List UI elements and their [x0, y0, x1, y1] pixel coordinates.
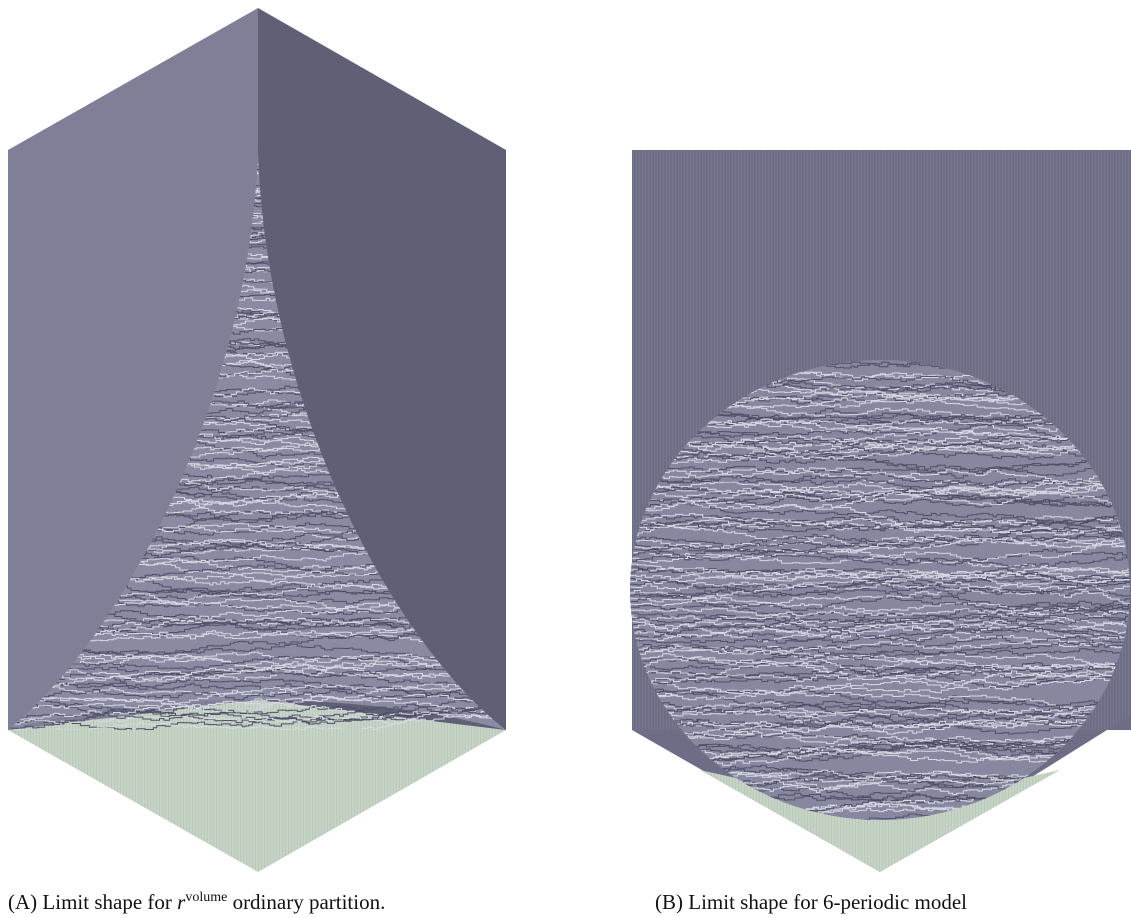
caption-b: (B) Limit shape for 6-periodic model [655, 890, 967, 915]
texture-line [630, 671, 1130, 689]
texture-line [630, 536, 1130, 554]
texture-line [8, 697, 506, 720]
texture-line [630, 435, 1130, 466]
texture-line [630, 518, 1130, 536]
figure-b-image [630, 150, 1131, 872]
texture-line [630, 491, 1130, 509]
texture-line [630, 530, 1130, 554]
texture-line [630, 544, 1130, 564]
texture-line [630, 534, 1130, 558]
texture-line [630, 478, 1130, 510]
texture-line [630, 646, 1130, 667]
texture-line [630, 548, 1130, 564]
caption-text: Limit shape for [42, 890, 172, 914]
texture-line [630, 708, 1130, 729]
caption-a: (A) Limit shape for rvolume ordinary par… [8, 890, 385, 915]
caption-math: rvolume [177, 890, 227, 914]
texture-line [630, 641, 1130, 657]
texture-line [8, 712, 506, 730]
texture-line [8, 658, 506, 686]
texture-line [630, 691, 1130, 715]
texture-line [630, 618, 1130, 632]
texture-line [630, 691, 1130, 710]
texture-line [630, 516, 1130, 533]
texture-line [630, 700, 1130, 717]
texture-line [8, 653, 506, 683]
texture-line [630, 501, 1130, 534]
texture-line [630, 743, 1130, 757]
texture-line [630, 553, 1130, 568]
texture-line [630, 439, 1130, 451]
texture-line [630, 656, 1130, 678]
texture-line [630, 451, 1130, 479]
texture-line [630, 567, 1130, 584]
texture-line [630, 475, 1130, 509]
texture-line [630, 613, 1130, 636]
texture-line [8, 684, 506, 705]
texture-line [630, 501, 1130, 531]
texture-line [8, 680, 506, 700]
texture-line [630, 714, 1130, 731]
texture-line [630, 420, 1130, 438]
caption-label: (B) [655, 890, 683, 914]
texture-line [630, 635, 1130, 656]
texture-line [630, 641, 1130, 666]
texture-line [630, 674, 1130, 696]
texture-line [630, 481, 1130, 497]
texture-line [630, 467, 1130, 491]
texture-line [630, 513, 1130, 536]
texture-line [8, 703, 506, 729]
texture-line [630, 703, 1130, 734]
caption-label: (A) [8, 890, 38, 914]
caption-text: Limit shape for 6-periodic model [688, 890, 968, 914]
figure-images [8, 8, 1131, 872]
texture-line [630, 625, 1130, 644]
figure-a-image [8, 8, 506, 872]
texture-line [630, 445, 1130, 462]
texture-line [8, 676, 506, 696]
math-base: r [177, 890, 186, 914]
texture-line [630, 581, 1130, 603]
texture-line [630, 748, 1130, 764]
texture-line [630, 644, 1130, 656]
texture-line [8, 689, 506, 702]
texture-line [8, 655, 506, 680]
texture-line [630, 482, 1130, 497]
texture-line [8, 656, 506, 692]
texture-line [8, 693, 506, 708]
texture-line [630, 670, 1130, 687]
texture-line [630, 486, 1130, 512]
texture-line [630, 605, 1130, 627]
texture-line [630, 512, 1130, 532]
texture-line [630, 445, 1130, 467]
texture-line [630, 460, 1130, 474]
texture-line [630, 581, 1130, 602]
texture-line [630, 608, 1130, 631]
texture-line [630, 702, 1130, 745]
texture-line [8, 714, 506, 726]
bottom-face [8, 700, 506, 872]
texture-line [630, 610, 1130, 626]
texture-line [630, 419, 1130, 441]
texture-line [630, 626, 1130, 641]
texture-line [630, 632, 1130, 645]
texture-line [630, 658, 1130, 678]
texture-line [8, 643, 506, 663]
rough-region [630, 360, 1130, 820]
texture-line [630, 687, 1130, 706]
texture-line [630, 438, 1130, 448]
texture-line [630, 532, 1130, 549]
texture-line [8, 702, 506, 717]
texture-line [630, 596, 1130, 611]
caption-text: ordinary partition. [232, 890, 386, 914]
texture-line [8, 653, 506, 681]
texture-line [630, 516, 1130, 534]
texture-line [630, 670, 1130, 697]
texture-line [630, 490, 1130, 509]
math-superscript: volume [185, 890, 228, 905]
